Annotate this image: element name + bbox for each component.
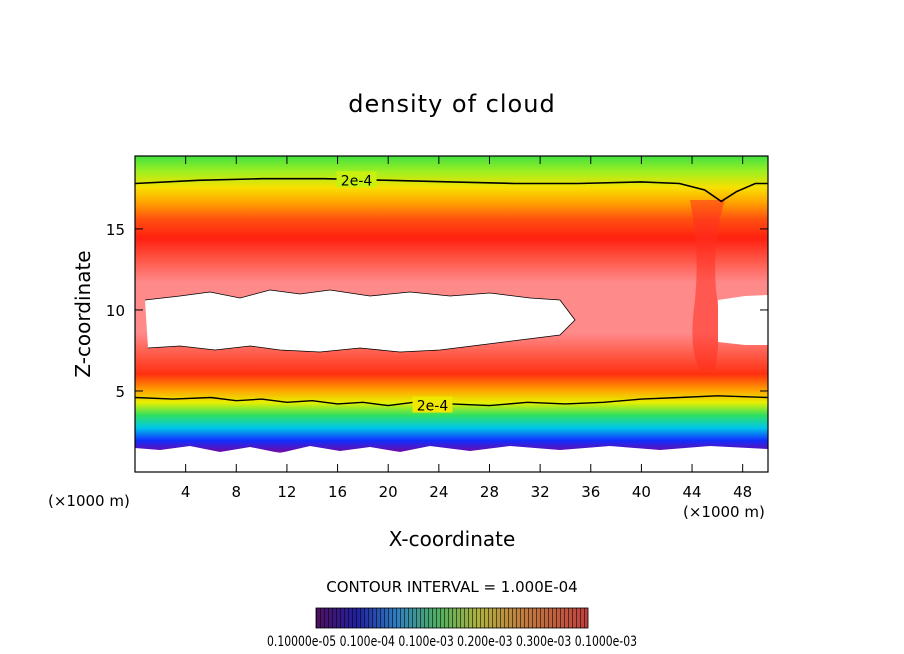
x-axis-label: X-coordinate [389,527,516,551]
x-tick-label: 48 [733,483,752,501]
contour-label-bg [412,396,453,413]
plot-area: 2e-4 2e-4 [135,156,768,472]
x-tick-label: 44 [682,483,701,501]
contour-label: 2e-4 [417,399,449,415]
x-tick-label: 36 [581,483,600,501]
plot-frame [134,155,769,473]
y-tick-label: 15 [106,221,125,239]
contour-label-bg [336,171,377,188]
chart-title: density of cloud [348,90,555,118]
y-tick-label: 10 [106,302,125,320]
y-axis: 5 10 15 [106,221,768,401]
x-tick-label: 16 [328,483,347,501]
contour-line-upper [135,177,768,203]
x-tick-label: 28 [480,483,499,501]
white-band [145,290,575,352]
colorbar [315,607,589,629]
x-tick-label: 24 [429,483,448,501]
x-tick-label: 40 [632,483,651,501]
bottom-jagged-edge [135,446,768,472]
white-band-outline [144,289,576,353]
y-tick-label: 5 [115,383,125,401]
red-column-feature [690,200,725,370]
x-unit-right: (×1000 m) [683,503,765,521]
y-axis-label: Z-coordinate [71,250,95,377]
x-tick-label: 20 [379,483,398,501]
x-tick-label: 12 [277,483,296,501]
contour-line-lower [135,395,768,407]
contour-label: 2e-4 [341,173,373,189]
x-axis: 4 8 12 16 20 24 28 32 36 40 44 48 [181,156,752,501]
contour-interval-text: CONTOUR INTERVAL = 1.000E-04 [326,578,577,596]
colorbar-labels: 0.10000e-05 0.100e-04 0.100e-03 0.200e-0… [267,634,637,650]
x-tick-label: 32 [531,483,550,501]
x-tick-label: 8 [232,483,242,501]
white-band-right [718,295,768,345]
x-unit-left: (×1000 m) [48,492,130,510]
x-tick-label: 4 [181,483,191,501]
